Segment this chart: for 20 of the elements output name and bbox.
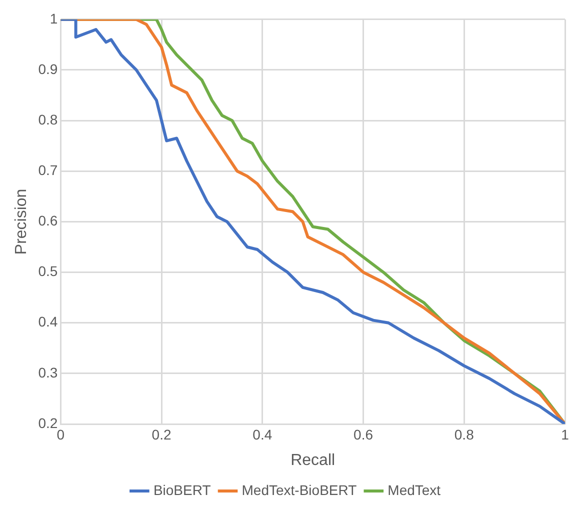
y-tick-label: 0.2 — [38, 414, 58, 431]
y-tick-label: 1 — [50, 10, 58, 26]
y-tick-label: 0.6 — [38, 212, 58, 229]
legend-label: MedText-BioBERT — [242, 482, 358, 498]
y-tick-label: 0.9 — [38, 60, 58, 77]
x-tick-label: 1 — [561, 426, 570, 442]
x-tick-label: 0 — [56, 426, 65, 442]
y-tick-label: 0.7 — [38, 162, 58, 178]
y-axis-title: Precision — [13, 188, 30, 255]
x-tick-label: 0.2 — [152, 426, 172, 442]
y-tick-label: 0.3 — [38, 364, 58, 380]
x-tick-label: 0.4 — [252, 426, 272, 442]
legend-label: BioBERT — [153, 482, 212, 498]
y-tick-label: 0.5 — [38, 263, 58, 280]
y-tick-label: 0.4 — [38, 314, 58, 330]
x-tick-label: 0.6 — [354, 426, 374, 442]
y-tick-label: 0.8 — [38, 111, 58, 128]
legend-label: MedText — [388, 482, 441, 498]
x-tick-label: 0.8 — [454, 426, 474, 442]
x-axis-title: Recall — [290, 452, 336, 469]
